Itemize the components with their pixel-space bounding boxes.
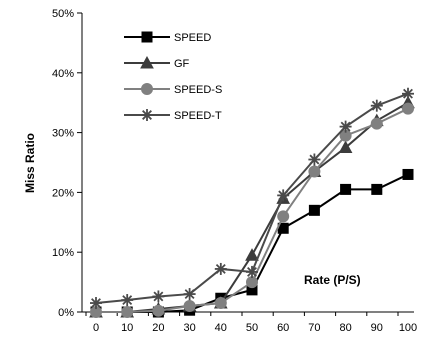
star-stroke bbox=[153, 291, 164, 302]
legend: SPEED GF SPEED-S SPEED-T bbox=[124, 31, 222, 122]
legend-label-speed: SPEED bbox=[174, 32, 211, 44]
star-stroke bbox=[340, 121, 351, 132]
x-axis-group: 0 10 20 30 40 50 60 70 80 90 100 bbox=[82, 311, 417, 334]
x-tick-label: 90 bbox=[371, 322, 383, 334]
data-point-speed-s bbox=[370, 117, 383, 130]
y-axis-title: Miss Ratio bbox=[23, 133, 37, 193]
legend-label-speed-s: SPEED-S bbox=[174, 84, 222, 96]
y-axis-group: 0% 10% 20% 30% 40% 50% bbox=[52, 8, 83, 319]
y-tick-label: 40% bbox=[52, 68, 74, 80]
data-point-speed-t bbox=[90, 297, 102, 310]
data-point-speed-t bbox=[121, 294, 134, 307]
star-stroke bbox=[278, 190, 289, 201]
data-point-speed-s bbox=[152, 304, 165, 317]
data-point-speed-t bbox=[402, 87, 414, 100]
legend-marker-speed-t bbox=[141, 109, 153, 121]
data-point-speed-t bbox=[183, 288, 196, 301]
x-tick-label: 30 bbox=[183, 322, 195, 334]
data-point-gf bbox=[245, 248, 259, 261]
data-point-speed-s bbox=[402, 102, 414, 115]
x-tick-label: 20 bbox=[152, 322, 164, 334]
x-tick-label: 60 bbox=[277, 322, 289, 334]
star-stroke bbox=[309, 154, 320, 165]
x-tick-label: 80 bbox=[339, 322, 351, 334]
data-point-speed-t bbox=[308, 153, 321, 166]
data-point-speed-s bbox=[183, 300, 196, 313]
y-tick-label: 30% bbox=[52, 128, 74, 140]
x-tick-label: 40 bbox=[215, 322, 227, 334]
legend-marker-speed bbox=[141, 31, 153, 43]
star-stroke bbox=[184, 289, 195, 300]
data-point-speed-t bbox=[277, 189, 290, 202]
data-point-speed-t bbox=[370, 99, 383, 112]
star-stroke bbox=[247, 266, 257, 277]
x-tick-label: 70 bbox=[308, 322, 320, 334]
data-point-speed-s bbox=[246, 276, 258, 289]
x-tick-label: 50 bbox=[246, 322, 258, 334]
data-point-speed bbox=[402, 168, 414, 180]
series-group bbox=[89, 87, 415, 318]
data-point-speed-t bbox=[339, 120, 352, 133]
x-tick-label: 0 bbox=[93, 322, 99, 334]
y-tick-label: 20% bbox=[52, 187, 74, 199]
legend-marker-gf bbox=[140, 55, 154, 69]
data-point-speed bbox=[371, 183, 383, 195]
y-tick-label: 0% bbox=[58, 307, 74, 319]
x-axis-title: Rate (P/S) bbox=[304, 273, 361, 287]
x-tick-label: 10 bbox=[121, 322, 133, 334]
data-point-speed-s bbox=[214, 297, 227, 310]
y-tick-label: 10% bbox=[52, 247, 74, 259]
data-point-speed-t bbox=[214, 262, 227, 275]
data-point-speed-t bbox=[246, 265, 258, 278]
data-point-speed-s bbox=[277, 210, 290, 223]
data-point-speed-s bbox=[308, 165, 321, 178]
data-point-speed bbox=[340, 183, 352, 195]
star-stroke bbox=[122, 295, 133, 305]
star-stroke bbox=[91, 298, 101, 308]
star-stroke bbox=[215, 263, 226, 274]
data-point-speed bbox=[308, 204, 320, 216]
data-point-speed-t bbox=[152, 290, 165, 303]
legend-label-gf: GF bbox=[174, 58, 190, 70]
legend-label-speed-t: SPEED-T bbox=[174, 110, 222, 122]
legend-marker-speed-s bbox=[141, 83, 153, 95]
star-stroke bbox=[403, 88, 413, 99]
x-tick-label: 100 bbox=[399, 322, 417, 334]
data-point-speed-s bbox=[121, 306, 134, 318]
y-tick-label: 50% bbox=[52, 8, 74, 20]
star-stroke bbox=[371, 100, 382, 111]
data-point-gf bbox=[338, 140, 353, 154]
star-stroke bbox=[142, 110, 152, 120]
